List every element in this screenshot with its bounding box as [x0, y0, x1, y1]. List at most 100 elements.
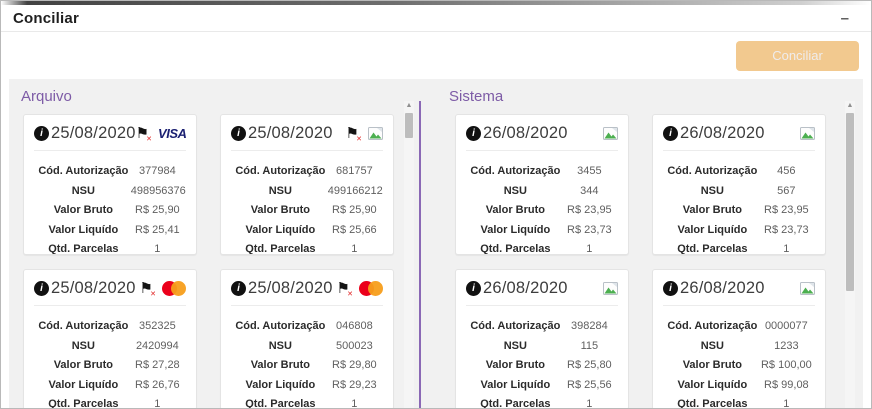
card-body: Cód. Autorização 352325 NSU 2420994 Valor Br… — [24, 306, 196, 408]
field-row: NSU 498956376 — [36, 182, 186, 202]
card-date: 26/08/2020 — [680, 279, 765, 297]
field-label: Valor Liquído — [480, 378, 551, 391]
field-value: R$ 23,73 — [764, 223, 809, 236]
field-value: R$ 25,56 — [567, 378, 612, 391]
flag-x-badge: ✕ — [356, 136, 362, 143]
info-icon[interactable]: i — [231, 281, 246, 296]
field-label: Cód. Autorização — [667, 165, 758, 177]
transaction-card[interactable]: i 26/08/2020 Cód. Autorização 3455 NSU 344 V… — [455, 114, 629, 255]
field-row: Qtd. Parcelas 1 — [36, 240, 184, 254]
panel-sistema-title: Sistema — [449, 88, 504, 105]
card-header: i 25/08/2020 ⚑ ✕ — [231, 270, 383, 306]
field-row: Qtd. Parcelas 1 — [233, 395, 381, 408]
transaction-card[interactable]: i 25/08/2020 ⚑ ✕ Cód. Autorização 681757 NS… — [220, 114, 394, 255]
transaction-card[interactable]: i 26/08/2020 Cód. Autorização 0000077 NSU 1… — [652, 269, 826, 408]
field-value: 2420994 — [135, 339, 179, 352]
field-label: Qtd. Parcelas — [48, 398, 119, 408]
field-row: Valor Liquído R$ 26,76 — [36, 376, 184, 396]
info-icon[interactable]: i — [231, 126, 246, 141]
field-row: Valor Bruto R$ 25,80 — [468, 356, 616, 376]
arquivo-scrollbar[interactable]: ▲ — [404, 101, 414, 408]
field-value: 681757 — [336, 165, 373, 177]
collapse-icon[interactable]: – — [840, 9, 849, 27]
field-label: NSU — [503, 184, 527, 197]
field-row: NSU 500023 — [233, 337, 381, 357]
transaction-card[interactable]: i 25/08/2020 ⚑ ✕ VISA Cód. Autorização 377… — [23, 114, 197, 255]
field-row: NSU 2420994 — [36, 337, 184, 357]
field-value: 1 — [351, 398, 358, 408]
field-label: NSU — [71, 184, 95, 197]
panel-divider — [419, 79, 421, 408]
field-value: R$ 23,73 — [567, 223, 612, 236]
scrollbar-thumb[interactable] — [405, 113, 413, 138]
field-value: R$ 29,23 — [332, 378, 377, 391]
field-label: Qtd. Parcelas — [245, 398, 316, 408]
field-label: Valor Bruto — [250, 204, 310, 216]
scroll-up-icon[interactable]: ▲ — [846, 102, 854, 109]
field-row: Qtd. Parcelas 1 — [468, 240, 616, 255]
field-row: Valor Liquído R$ 25,41 — [36, 221, 184, 241]
field-row: Valor Liquído R$ 25,56 — [468, 376, 616, 396]
field-value: R$ 99,08 — [764, 378, 809, 391]
field-value: 1 — [586, 243, 593, 255]
field-value: R$ 25,90 — [332, 204, 377, 216]
info-icon[interactable]: i — [663, 281, 678, 296]
card-flag-icon: ⚑ ✕ — [346, 126, 362, 143]
scrollbar-thumb[interactable] — [846, 113, 854, 291]
field-row: Valor Bruto R$ 25,90 — [233, 201, 381, 221]
field-row: Valor Liquído R$ 25,66 — [233, 221, 381, 241]
broken-image-icon — [368, 127, 383, 140]
info-icon[interactable]: i — [34, 281, 49, 296]
titlebar: Conciliar – — [1, 5, 871, 32]
field-row: Valor Liquído R$ 23,73 — [665, 221, 813, 241]
transaction-card[interactable]: i 25/08/2020 ⚑ ✕ Cód. Autorização 352325 NS… — [23, 269, 197, 408]
flag-x-badge: ✕ — [150, 291, 156, 298]
field-value: 046808 — [336, 320, 373, 332]
card-date: 25/08/2020 — [51, 124, 136, 142]
field-value: R$ 100,00 — [760, 359, 812, 371]
field-row: Valor Liquído R$ 23,73 — [468, 221, 616, 241]
field-label: Valor Liquído — [48, 223, 119, 236]
field-row: Cód. Autorização 046808 — [233, 317, 381, 337]
transaction-card[interactable]: i 25/08/2020 ⚑ ✕ Cód. Autorização 046808 NS… — [220, 269, 394, 408]
card-date: 25/08/2020 — [248, 279, 333, 297]
field-label: Qtd. Parcelas — [677, 398, 748, 408]
card-header: i 25/08/2020 ⚑ ✕ — [34, 270, 186, 306]
field-value: 1233 — [774, 339, 799, 352]
scroll-up-icon[interactable]: ▲ — [405, 102, 413, 109]
field-row: Cód. Autorização 0000077 — [665, 317, 813, 337]
field-value: 1 — [586, 398, 593, 408]
field-row: Valor Bruto R$ 100,00 — [665, 356, 813, 376]
window-top-edge — [1, 1, 871, 5]
field-label: Cód. Autorização — [667, 320, 758, 332]
field-label: Valor Liquído — [48, 378, 119, 391]
field-label: Valor Liquído — [677, 223, 748, 236]
transaction-card[interactable]: i 26/08/2020 Cód. Autorização 398284 NSU 11… — [455, 269, 629, 408]
info-icon[interactable]: i — [663, 126, 678, 141]
card-header: i 25/08/2020 ⚑ ✕ VISA — [34, 115, 187, 151]
info-icon[interactable]: i — [466, 126, 481, 141]
sistema-scrollbar[interactable]: ▲ — [845, 101, 855, 408]
field-label: Cód. Autorização — [235, 320, 326, 332]
conciliar-button[interactable]: Conciliar — [736, 40, 859, 71]
card-body: Cód. Autorização 398284 NSU 115 Valor Bruto R… — [456, 306, 628, 408]
field-value: 377984 — [139, 165, 176, 177]
card-body: Cód. Autorização 681757 NSU 499166212 Valor … — [221, 151, 393, 254]
field-label: NSU — [700, 184, 724, 197]
sistema-card-list: i 26/08/2020 Cód. Autorização 3455 NSU 344 V… — [421, 107, 863, 408]
broken-image-icon — [603, 282, 618, 295]
transaction-card[interactable]: i 26/08/2020 Cód. Autorização 456 NSU 567 Va… — [652, 114, 826, 255]
field-row: Cód. Autorização 398284 — [468, 317, 616, 337]
field-label: Cód. Autorização — [38, 320, 129, 332]
card-flag-icon: ⚑ ✕ — [136, 126, 152, 143]
info-icon[interactable]: i — [466, 281, 481, 296]
field-value: R$ 27,28 — [135, 359, 180, 371]
card-flag-icon: ⚑ ✕ — [140, 281, 156, 298]
info-icon[interactable]: i — [34, 126, 49, 141]
field-label: Cód. Autorização — [38, 165, 129, 177]
panel-arquivo: Arquivo i 25/08/2020 ⚑ ✕ VISA Cód. Autori… — [9, 79, 419, 408]
card-header: i 25/08/2020 ⚑ ✕ — [231, 115, 383, 151]
card-header: i 26/08/2020 — [663, 270, 815, 306]
field-row: Cód. Autorização 377984 — [36, 162, 184, 182]
